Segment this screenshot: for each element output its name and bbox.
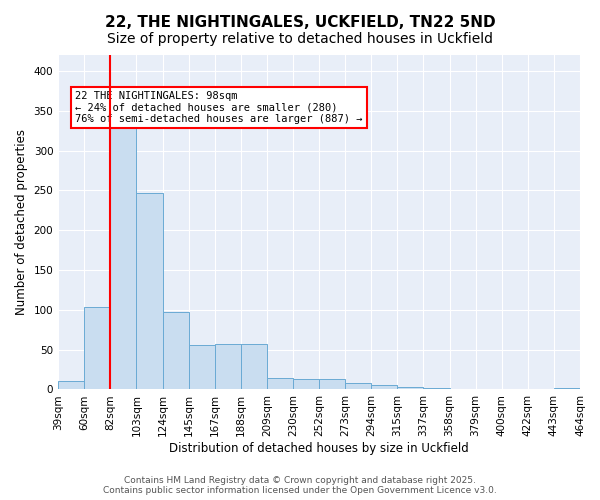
Bar xyxy=(293,379,319,390)
X-axis label: Distribution of detached houses by size in Uckfield: Distribution of detached houses by size … xyxy=(169,442,469,455)
Bar xyxy=(502,388,528,390)
Text: 22, THE NIGHTINGALES, UCKFIELD, TN22 5ND: 22, THE NIGHTINGALES, UCKFIELD, TN22 5ND xyxy=(104,15,496,30)
Bar xyxy=(58,382,84,390)
Bar xyxy=(345,383,371,390)
Text: Contains HM Land Registry data © Crown copyright and database right 2025.
Contai: Contains HM Land Registry data © Crown c… xyxy=(103,476,497,495)
Bar xyxy=(110,126,136,390)
Bar xyxy=(319,379,345,390)
Bar xyxy=(397,387,424,390)
Bar xyxy=(163,312,188,390)
Y-axis label: Number of detached properties: Number of detached properties xyxy=(15,129,28,315)
Bar xyxy=(449,388,476,390)
Text: 22 THE NIGHTINGALES: 98sqm
← 24% of detached houses are smaller (280)
76% of sem: 22 THE NIGHTINGALES: 98sqm ← 24% of deta… xyxy=(75,91,362,124)
Bar xyxy=(188,345,215,390)
Bar xyxy=(84,308,110,390)
Bar xyxy=(554,388,580,390)
Bar xyxy=(241,344,267,390)
Bar xyxy=(267,378,293,390)
Bar xyxy=(424,388,449,390)
Bar xyxy=(371,386,397,390)
Bar xyxy=(215,344,241,390)
Text: Size of property relative to detached houses in Uckfield: Size of property relative to detached ho… xyxy=(107,32,493,46)
Bar xyxy=(136,193,163,390)
